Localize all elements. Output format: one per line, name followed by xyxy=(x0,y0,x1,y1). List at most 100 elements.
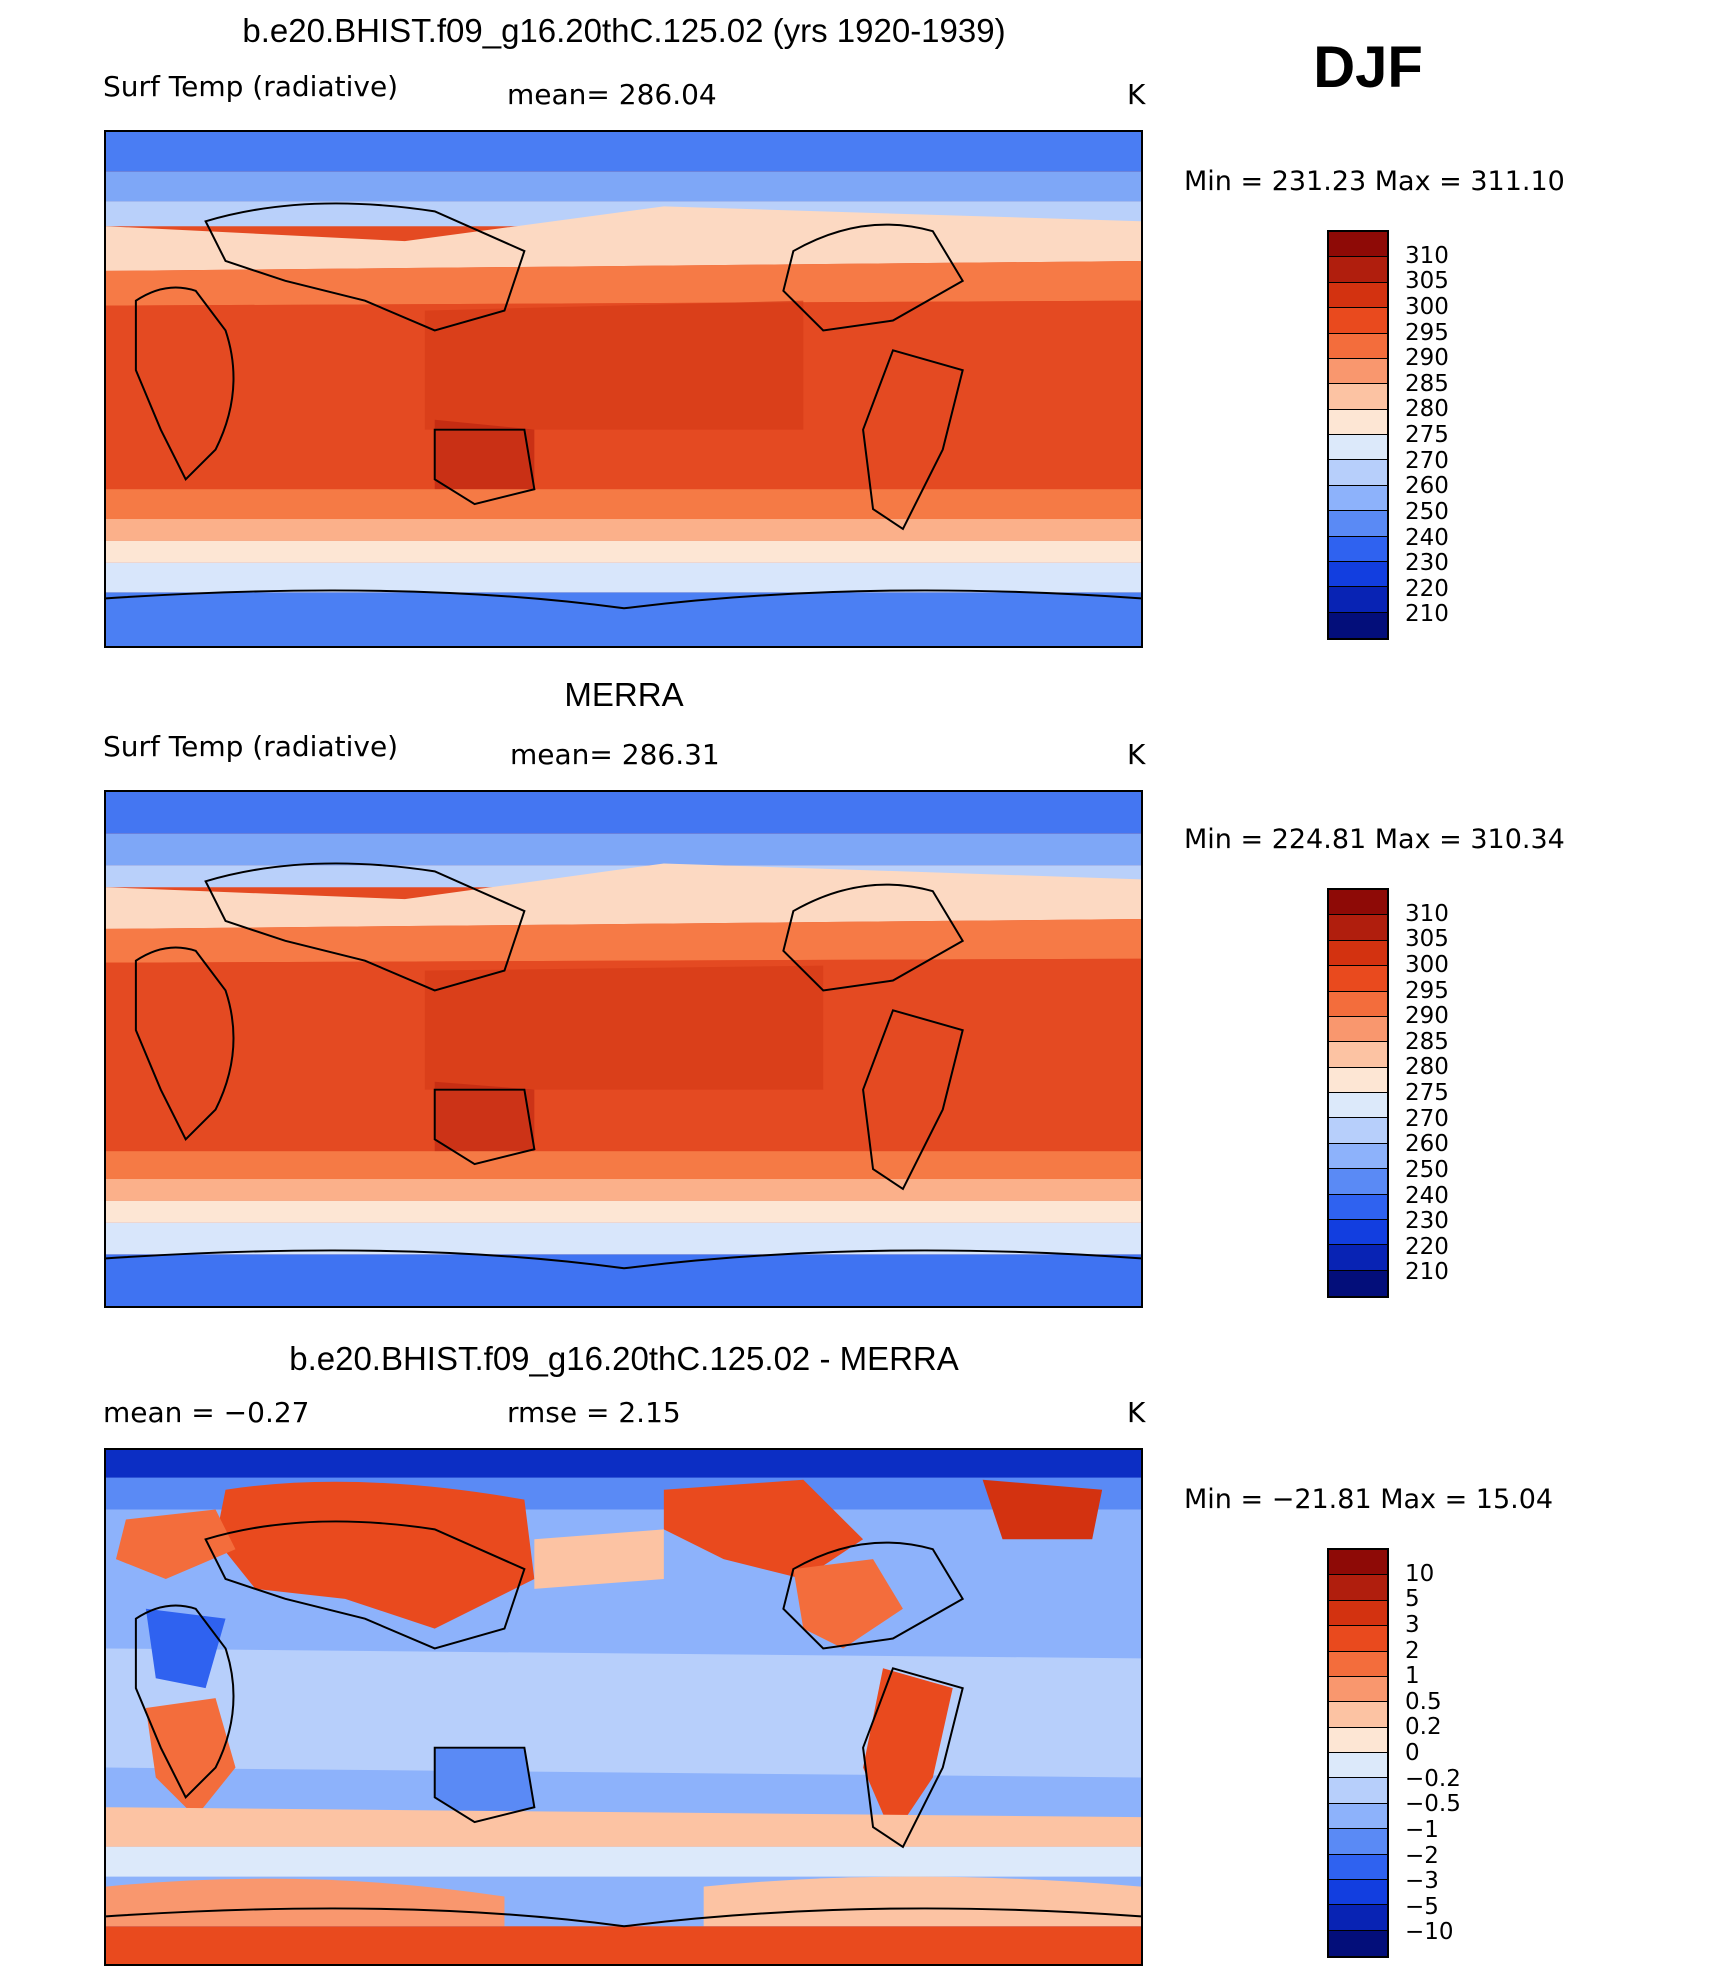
panel2-variable-label: Surf Temp (radiative) xyxy=(103,730,399,763)
colorbar-swatch xyxy=(1329,460,1387,486)
colorbar-swatch xyxy=(1329,282,1387,309)
colorbar-label: 220 xyxy=(1405,575,1449,602)
colorbar-label: 250 xyxy=(1405,498,1449,525)
panel3-mean-label: mean = −0.27 xyxy=(103,1396,310,1429)
colorbar-label: 0.2 xyxy=(1405,1714,1442,1741)
colorbar-swatch xyxy=(1329,536,1387,562)
colorbar-swatch xyxy=(1329,1575,1387,1601)
colorbar-swatch xyxy=(1329,1676,1387,1703)
panel3-map xyxy=(104,1448,1143,1966)
colorbar-label: 295 xyxy=(1405,977,1449,1004)
colorbar-label: 260 xyxy=(1405,473,1449,500)
colorbar-swatch xyxy=(1329,1550,1387,1576)
colorbar-label: 3 xyxy=(1405,1611,1420,1638)
colorbar-swatch xyxy=(1329,1803,1387,1830)
panel2-units: K xyxy=(1127,738,1146,771)
colorbar-swatch xyxy=(1329,1118,1387,1144)
colorbar-label: 285 xyxy=(1405,370,1449,397)
colorbar-swatch xyxy=(1329,890,1387,916)
panel3-colorbar xyxy=(1327,1548,1389,1958)
colorbar-label: 240 xyxy=(1405,524,1449,551)
colorbar-label: −0.2 xyxy=(1405,1765,1461,1792)
colorbar-label: 230 xyxy=(1405,550,1449,577)
colorbar-swatch xyxy=(1329,587,1387,613)
colorbar-label: −10 xyxy=(1405,1919,1454,1946)
colorbar-label: 10 xyxy=(1405,1560,1435,1587)
panel1-minmax: Min = 231.23 Max = 311.10 xyxy=(1184,166,1565,197)
panel2-map xyxy=(104,790,1143,1308)
panel2-mean-label: mean= 286.31 xyxy=(510,738,720,771)
colorbar-swatch xyxy=(1329,915,1387,941)
colorbar-label: 275 xyxy=(1405,1080,1449,1106)
season-label: DJF xyxy=(1313,35,1423,100)
colorbar-label: 280 xyxy=(1405,396,1449,423)
colorbar-swatch xyxy=(1329,1778,1387,1804)
colorbar-label: 290 xyxy=(1405,1003,1449,1030)
colorbar-swatch xyxy=(1329,1854,1387,1880)
colorbar-label: 270 xyxy=(1405,447,1449,474)
colorbar-label: 270 xyxy=(1405,1105,1449,1132)
colorbar-swatch xyxy=(1329,1169,1387,1195)
colorbar-swatch xyxy=(1329,1270,1387,1296)
colorbar-label: 300 xyxy=(1405,951,1449,978)
colorbar-swatch xyxy=(1329,1194,1387,1220)
colorbar-label: 295 xyxy=(1405,319,1449,346)
colorbar-swatch xyxy=(1329,1930,1387,1956)
colorbar-swatch xyxy=(1329,358,1387,385)
colorbar-label: 310 xyxy=(1405,900,1449,927)
colorbar-swatch xyxy=(1329,409,1387,435)
colorbar-swatch xyxy=(1329,1702,1387,1728)
panel2-minmax: Min = 224.81 Max = 310.34 xyxy=(1184,824,1565,855)
colorbar-label: −3 xyxy=(1405,1868,1439,1895)
colorbar-swatch xyxy=(1329,991,1387,1017)
colorbar-label: 275 xyxy=(1405,422,1449,448)
colorbar-swatch xyxy=(1329,1219,1387,1246)
colorbar-swatch xyxy=(1329,1600,1387,1627)
colorbar-label: 300 xyxy=(1405,293,1449,320)
colorbar-label: 285 xyxy=(1405,1028,1449,1055)
colorbar-label: 250 xyxy=(1405,1156,1449,1183)
colorbar-label: 305 xyxy=(1405,926,1449,953)
colorbar-swatch xyxy=(1329,1879,1387,1906)
colorbar-label: −2 xyxy=(1405,1842,1439,1869)
colorbar-swatch xyxy=(1329,1042,1387,1068)
colorbar-label: 210 xyxy=(1405,601,1449,628)
panel1-title: b.e20.BHIST.f09_g16.20thC.125.02 (yrs 19… xyxy=(242,12,1006,49)
panel1-mean-label: mean= 286.04 xyxy=(507,78,717,111)
colorbar-swatch xyxy=(1329,333,1387,359)
panel3-rmse-label: rmse = 2.15 xyxy=(507,1396,681,1429)
colorbar-label: −5 xyxy=(1405,1893,1439,1920)
colorbar-label: 0 xyxy=(1405,1740,1420,1766)
colorbar-label: −1 xyxy=(1405,1816,1439,1843)
colorbar-swatch xyxy=(1329,1651,1387,1677)
colorbar-swatch xyxy=(1329,1829,1387,1855)
colorbar-label: 1 xyxy=(1405,1663,1420,1690)
panel1-colorbar xyxy=(1327,230,1389,640)
panel2-title: MERRA xyxy=(564,676,684,713)
panel1-units: K xyxy=(1127,78,1146,111)
colorbar-label: 260 xyxy=(1405,1131,1449,1158)
panel3-units: K xyxy=(1127,1396,1146,1429)
colorbar-swatch xyxy=(1329,485,1387,512)
colorbar-swatch xyxy=(1329,1245,1387,1271)
colorbar-label: 220 xyxy=(1405,1233,1449,1260)
colorbar-swatch xyxy=(1329,940,1387,967)
panel2-colorbar xyxy=(1327,888,1389,1298)
colorbar-swatch xyxy=(1329,561,1387,588)
colorbar-swatch xyxy=(1329,1753,1387,1779)
panel1-map xyxy=(104,130,1143,648)
colorbar-swatch xyxy=(1329,1905,1387,1931)
colorbar-label: −0.5 xyxy=(1405,1791,1461,1818)
colorbar-swatch xyxy=(1329,1727,1387,1753)
colorbar-swatch xyxy=(1329,1067,1387,1093)
colorbar-swatch xyxy=(1329,1016,1387,1043)
colorbar-label: 310 xyxy=(1405,242,1449,269)
colorbar-swatch xyxy=(1329,1143,1387,1170)
colorbar-label: 240 xyxy=(1405,1182,1449,1209)
colorbar-swatch xyxy=(1329,232,1387,258)
colorbar-label: 0.5 xyxy=(1405,1688,1442,1715)
colorbar-label: 5 xyxy=(1405,1586,1420,1613)
colorbar-swatch xyxy=(1329,1626,1387,1652)
colorbar-label: 280 xyxy=(1405,1054,1449,1081)
colorbar-swatch xyxy=(1329,435,1387,461)
